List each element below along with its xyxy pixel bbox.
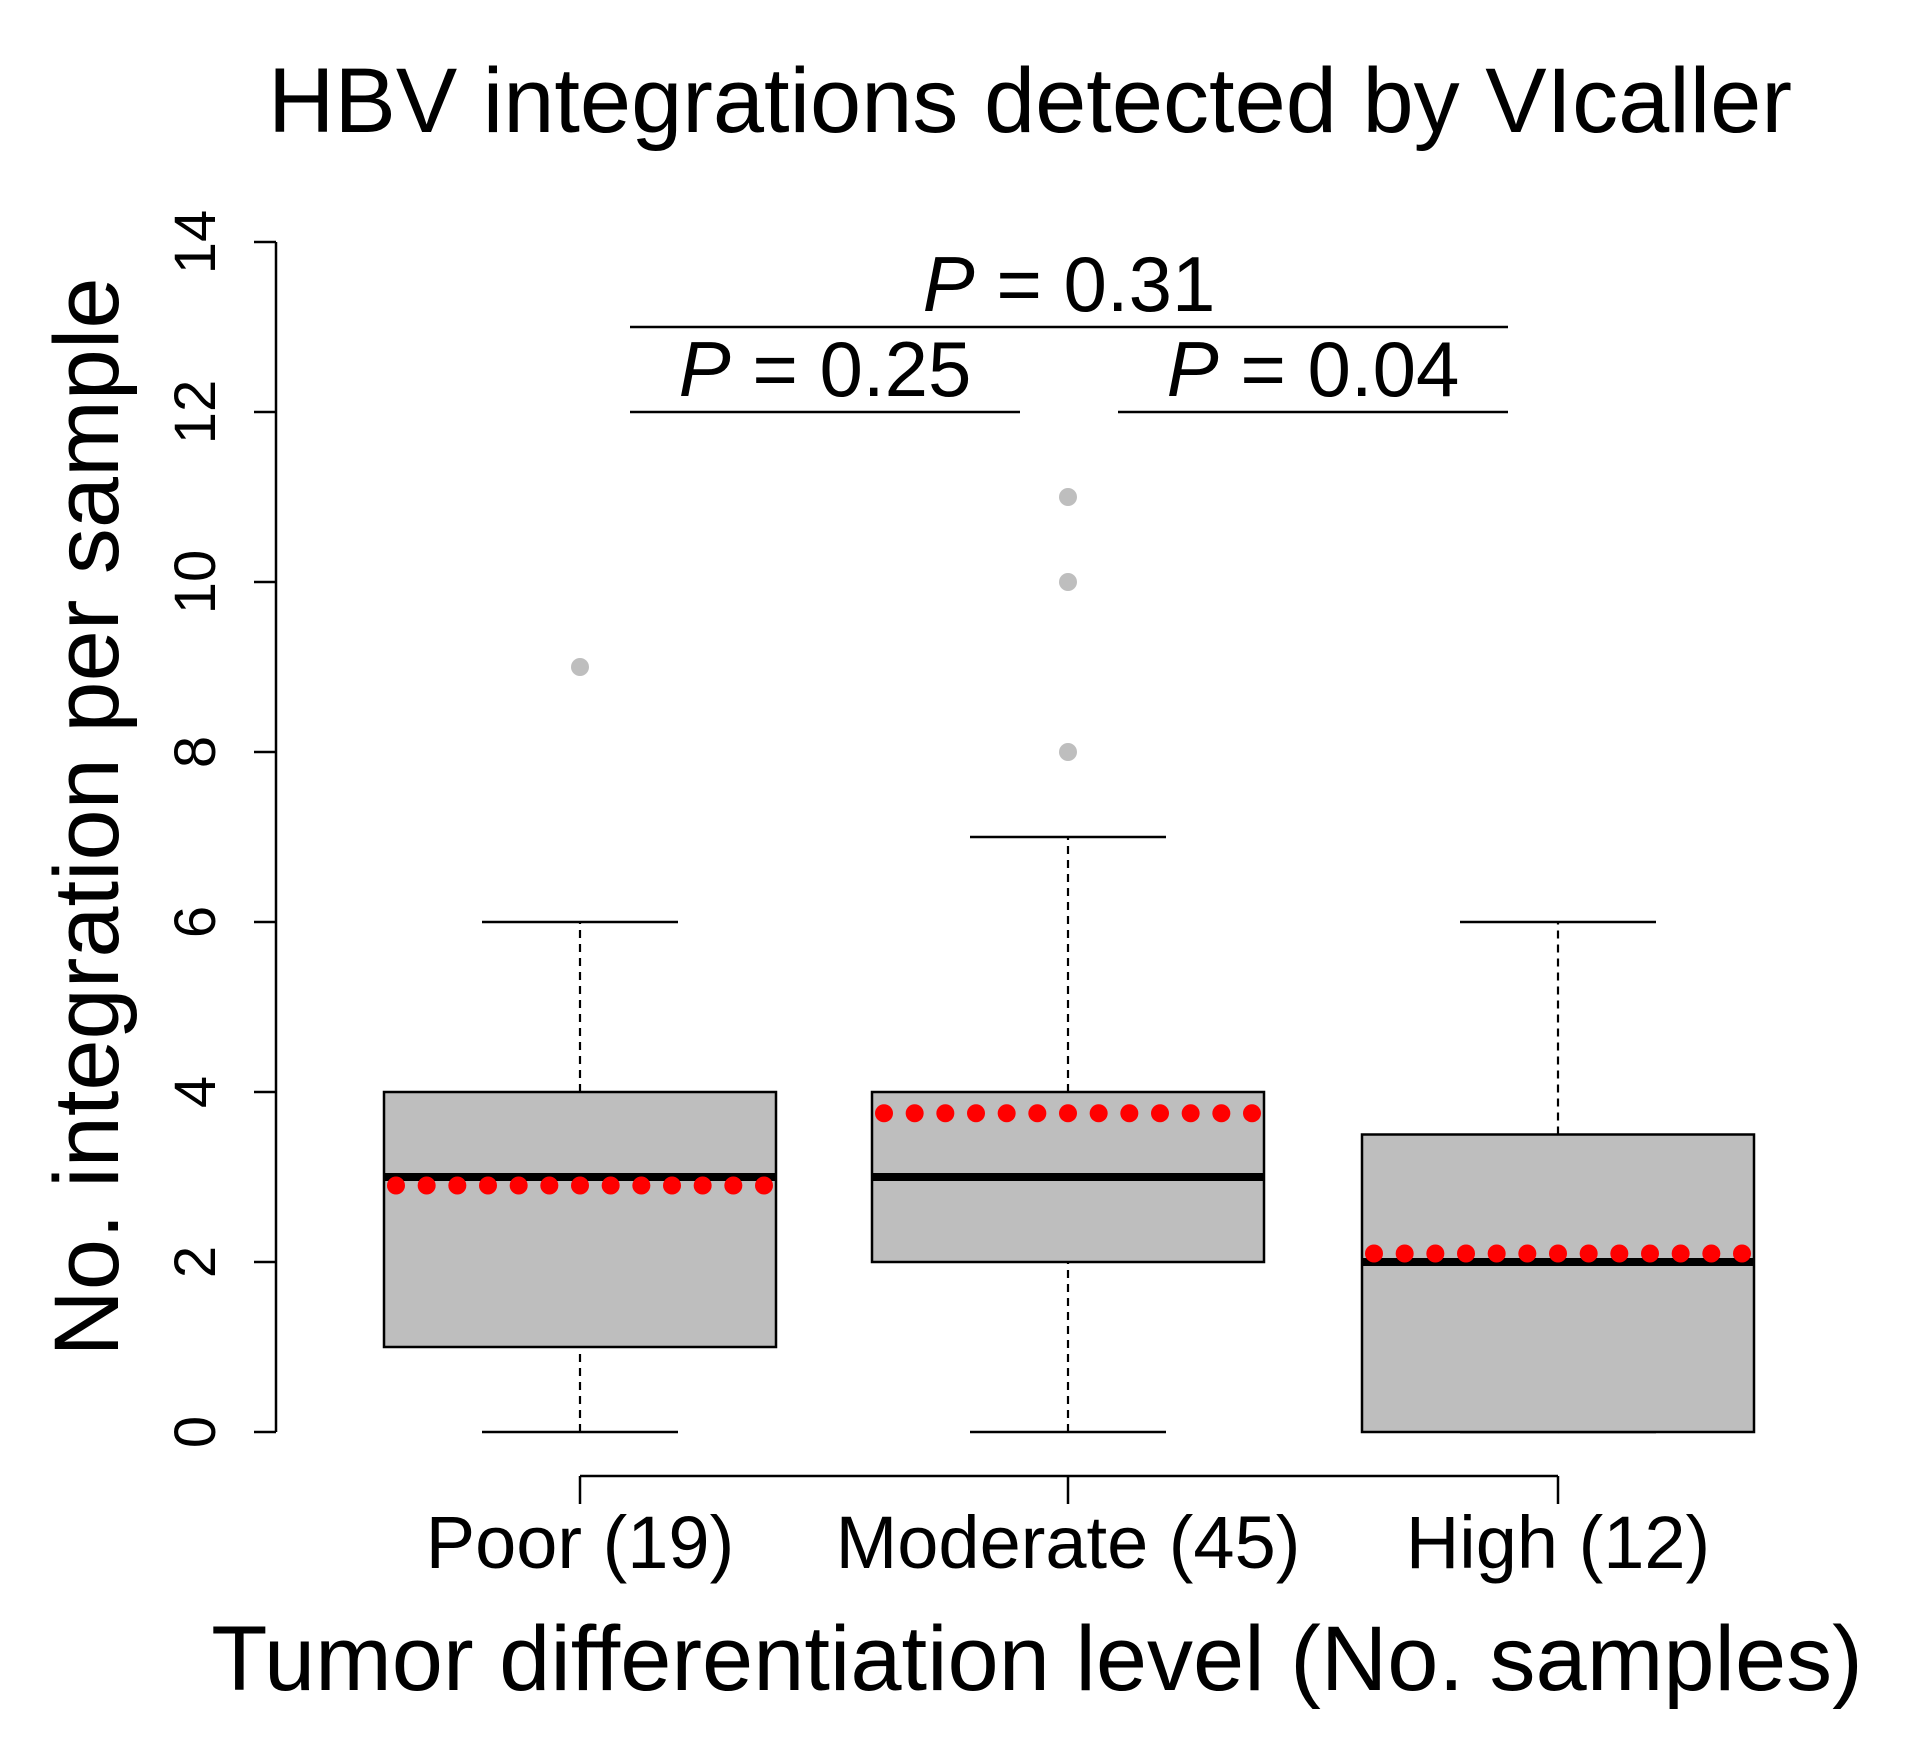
y-axis-label: No. integration per sample xyxy=(36,277,138,1356)
mean-dot xyxy=(1243,1104,1261,1123)
x-tick-label: Poor (19) xyxy=(426,1501,734,1584)
p-value: = 0.31 xyxy=(975,240,1216,328)
p-symbol: P xyxy=(923,240,975,328)
outlier-point xyxy=(1059,743,1077,761)
mean-dot xyxy=(1487,1244,1506,1263)
x-tick-label: High (12) xyxy=(1406,1501,1710,1584)
mean-dot xyxy=(1702,1244,1721,1263)
mean-dot xyxy=(1518,1244,1537,1263)
mean-dot xyxy=(1671,1244,1690,1263)
x-axis-label: Tumor differentiation level (No. samples… xyxy=(211,1608,1863,1710)
mean-dot xyxy=(905,1104,924,1123)
iqr-box xyxy=(1360,1133,1756,1434)
mean-dot xyxy=(1181,1104,1200,1123)
box-group xyxy=(1360,920,1756,1434)
mean-dot xyxy=(724,1176,743,1195)
y-tick-label: 10 xyxy=(163,550,228,615)
y-tick-label: 4 xyxy=(163,1076,228,1108)
y-tick-label: 14 xyxy=(163,210,228,275)
outlier-point xyxy=(571,658,589,676)
chart-title: HBV integrations detected by VIcaller xyxy=(268,50,1792,152)
mean-dot xyxy=(417,1176,436,1195)
p-value: = 0.04 xyxy=(1219,325,1460,413)
mean-dot xyxy=(663,1176,681,1195)
mean-dot xyxy=(967,1104,985,1123)
mean-dot xyxy=(693,1176,712,1195)
outlier-point xyxy=(1059,573,1077,591)
mean-dot xyxy=(755,1176,773,1195)
mean-dot xyxy=(1733,1244,1751,1263)
mean-dot xyxy=(1549,1244,1567,1263)
mean-dot xyxy=(387,1176,405,1195)
mean-dot xyxy=(1059,1104,1077,1123)
mean-dot xyxy=(875,1104,893,1123)
mean-dot xyxy=(1120,1104,1139,1123)
mean-dot xyxy=(936,1104,955,1123)
mean-dot xyxy=(1457,1244,1475,1263)
mean-dot xyxy=(571,1176,589,1195)
mean-dot xyxy=(1212,1104,1231,1123)
p-symbol: P xyxy=(679,325,731,413)
mean-dot xyxy=(1610,1244,1629,1263)
x-tick-label: Moderate (45) xyxy=(836,1501,1301,1584)
p-value: = 0.25 xyxy=(731,325,972,413)
mean-dot xyxy=(540,1176,559,1195)
significance-label: P = 0.31 xyxy=(923,240,1216,328)
y-tick-label: 2 xyxy=(163,1246,228,1278)
mean-dot xyxy=(1365,1244,1383,1263)
mean-dot xyxy=(632,1176,651,1195)
significance-label: P = 0.04 xyxy=(1167,325,1460,413)
iqr-box xyxy=(382,1090,778,1349)
mean-dot xyxy=(1089,1104,1108,1123)
mean-dot xyxy=(479,1176,497,1195)
y-tick-label: 6 xyxy=(163,906,228,938)
mean-dot xyxy=(997,1104,1016,1123)
mean-dot xyxy=(1028,1104,1047,1123)
boxes xyxy=(382,488,1756,1434)
significance-label: P = 0.25 xyxy=(679,325,972,413)
mean-dot xyxy=(1641,1244,1659,1263)
mean-dot xyxy=(1426,1244,1445,1263)
mean-dot xyxy=(1579,1244,1598,1263)
mean-dot xyxy=(448,1176,467,1195)
p-symbol: P xyxy=(1167,325,1219,413)
box-group xyxy=(382,658,778,1434)
box-group xyxy=(870,488,1266,1434)
mean-dot xyxy=(601,1176,620,1195)
mean-dot xyxy=(1395,1244,1414,1263)
mean-dot xyxy=(1151,1104,1169,1123)
significance-brackets: P = 0.31P = 0.25 P = 0.04 xyxy=(630,240,1508,414)
y-tick-label: 0 xyxy=(163,1416,228,1448)
mean-dot xyxy=(509,1176,528,1195)
y-tick-label: 12 xyxy=(163,380,228,445)
axes: 0 2 4 6 8 10 12 14 Poor (19) Moderate (45) High (1… xyxy=(163,210,1710,1584)
y-tick-label: 8 xyxy=(163,736,228,768)
outlier-point xyxy=(1059,488,1077,506)
